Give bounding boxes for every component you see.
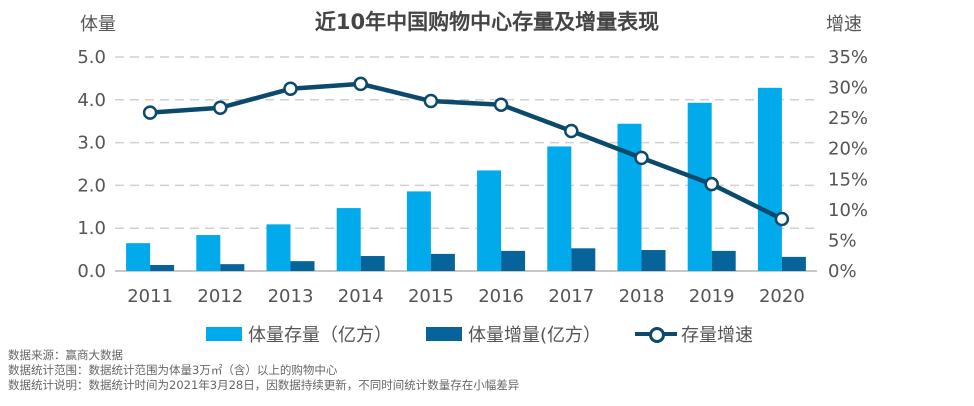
growth-point bbox=[564, 123, 579, 139]
bar-increment bbox=[711, 250, 736, 271]
right-tick-label: 15% bbox=[828, 169, 868, 190]
growth-point bbox=[493, 97, 509, 112]
legend-swatch-stock bbox=[206, 327, 242, 341]
right-tick-label: 10% bbox=[828, 200, 868, 221]
growth-point bbox=[704, 176, 719, 192]
bar-stock bbox=[336, 208, 361, 271]
bar-stock bbox=[757, 87, 782, 271]
legend-label-stock: 体量存量（亿方） bbox=[248, 325, 392, 346]
legend-item-stock: 体量存量（亿方） bbox=[206, 321, 392, 347]
left-tick-label: 4.0 bbox=[77, 90, 106, 111]
left-axis-label: 体量 bbox=[80, 14, 116, 35]
right-tick-label: 30% bbox=[828, 78, 868, 99]
legend-item-growth: 存量增速 bbox=[635, 321, 753, 347]
x-axis: 2011 2012 2013 2014 2015 2016 2017 2018 2019 2020 bbox=[127, 286, 805, 307]
bar-stock bbox=[617, 123, 642, 271]
bar-stock bbox=[406, 191, 431, 271]
x-tick-label: 2017 bbox=[548, 286, 594, 307]
legend-item-increment: 体量增量(亿方） bbox=[426, 321, 601, 347]
left-tick-label: 5.0 bbox=[77, 47, 106, 68]
bar-stock bbox=[266, 224, 291, 271]
bar-increment bbox=[430, 253, 455, 271]
note-explanation: 数据统计说明：数据统计时间为2021年3月28日，因数据持续更新，不同时间统计数… bbox=[8, 378, 520, 392]
growth-line-path bbox=[149, 81, 783, 222]
bar-increment bbox=[641, 250, 666, 271]
left-tick-label: 1.0 bbox=[77, 218, 106, 239]
legend-label-growth: 存量增速 bbox=[681, 325, 753, 346]
bars bbox=[126, 87, 806, 272]
right-axis-ticks: 0% 5% 10% 15% 20% 25% 30% 35% bbox=[828, 47, 868, 282]
note-source: 数据来源：赢商大数据 bbox=[8, 348, 123, 362]
growth-point bbox=[774, 211, 790, 227]
x-tick-label: 2016 bbox=[478, 286, 524, 307]
right-tick-label: 25% bbox=[828, 108, 868, 129]
x-tick-label: 2013 bbox=[268, 286, 314, 307]
legend-line-marker-icon bbox=[635, 324, 677, 344]
bar-increment bbox=[571, 248, 596, 271]
right-tick-label: 20% bbox=[828, 139, 868, 160]
growth-point bbox=[423, 93, 439, 109]
right-axis-label: 增速 bbox=[826, 14, 862, 35]
chart-title: 近10年中国购物中心存量及增量表现 bbox=[314, 10, 660, 34]
bar-stock bbox=[196, 235, 221, 271]
growth-point bbox=[142, 105, 158, 120]
x-tick-label: 2015 bbox=[408, 286, 454, 307]
growth-point bbox=[634, 150, 649, 166]
x-tick-label: 2012 bbox=[197, 286, 243, 307]
left-tick-label: 0.0 bbox=[77, 261, 106, 282]
bar-increment bbox=[360, 256, 385, 271]
x-tick-label: 2018 bbox=[619, 286, 665, 307]
bar-increment bbox=[501, 250, 526, 271]
bar-stock bbox=[126, 243, 151, 271]
footnotes: 数据来源：赢商大数据 数据统计范围：数据统计范围为体量3万㎡（含）以上的购物中心… bbox=[8, 348, 519, 393]
x-tick-label: 2019 bbox=[689, 286, 735, 307]
bar-increment bbox=[290, 261, 315, 271]
note-scope: 数据统计范围：数据统计范围为体量3万㎡（含）以上的购物中心 bbox=[8, 363, 338, 377]
right-tick-label: 0% bbox=[828, 261, 857, 282]
left-tick-label: 2.0 bbox=[77, 175, 106, 196]
bar-stock bbox=[477, 170, 502, 271]
x-tick-label: 2020 bbox=[759, 286, 805, 307]
bar-increment bbox=[150, 265, 175, 271]
x-tick-label: 2014 bbox=[338, 286, 384, 307]
left-tick-label: 3.0 bbox=[77, 133, 106, 154]
bar-increment bbox=[781, 256, 806, 271]
legend-swatch-increment bbox=[426, 327, 462, 341]
right-tick-label: 5% bbox=[828, 230, 857, 251]
growth-point bbox=[353, 76, 368, 92]
growth-point bbox=[283, 81, 298, 97]
left-axis-ticks: 0.0 1.0 2.0 3.0 4.0 5.0 bbox=[77, 47, 106, 282]
growth-line bbox=[142, 76, 790, 227]
right-tick-label: 35% bbox=[828, 47, 868, 68]
x-tick-label: 2011 bbox=[127, 286, 173, 307]
growth-point bbox=[213, 100, 228, 115]
bar-increment bbox=[220, 264, 245, 271]
legend-label-increment: 体量增量(亿方） bbox=[468, 325, 602, 346]
bar-stock bbox=[547, 146, 572, 271]
legend: 体量存量（亿方） 体量增量(亿方） 存量增速 bbox=[0, 321, 974, 346]
